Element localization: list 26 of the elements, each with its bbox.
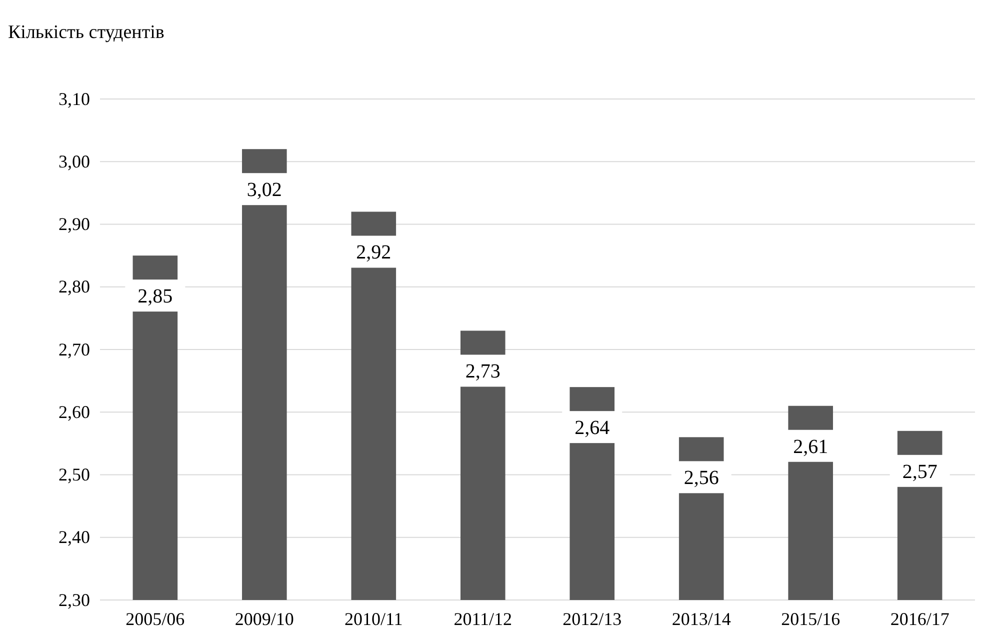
x-tick-label: 2011/12 [454, 608, 512, 629]
data-label: 2,73 [465, 360, 500, 383]
data-label: 2,61 [793, 436, 828, 458]
data-label: 2,64 [574, 417, 610, 440]
y-axis-title: Кількість студентів [8, 22, 164, 43]
y-tick-label: 2,40 [58, 527, 90, 548]
x-tick-label: 2005/06 [126, 608, 185, 629]
y-tick-label: 2,50 [58, 464, 90, 485]
data-label: 2,56 [684, 467, 719, 490]
y-tick-label: 2,30 [58, 590, 90, 610]
data-label: 2,92 [356, 242, 392, 264]
y-tick-label: 2,60 [58, 402, 90, 422]
x-tick-label: 2009/10 [234, 608, 294, 629]
y-tick-label: 3,00 [58, 151, 90, 172]
x-tick-label: 2016/17 [890, 608, 950, 629]
y-tick-label: 3,10 [58, 88, 90, 109]
data-label: 3,02 [246, 179, 282, 202]
x-tick-label: 2010/11 [344, 608, 403, 629]
y-tick-label: 2,70 [58, 339, 90, 360]
x-tick-label: 2012/13 [562, 608, 622, 629]
x-tick-label: 2015/16 [781, 608, 840, 629]
y-tick-label: 2,80 [58, 276, 90, 297]
y-tick-label: 2,90 [58, 214, 90, 234]
data-label: 2,57 [902, 460, 938, 483]
data-label: 2,85 [138, 286, 173, 308]
x-tick-label: 2013/14 [672, 608, 731, 629]
